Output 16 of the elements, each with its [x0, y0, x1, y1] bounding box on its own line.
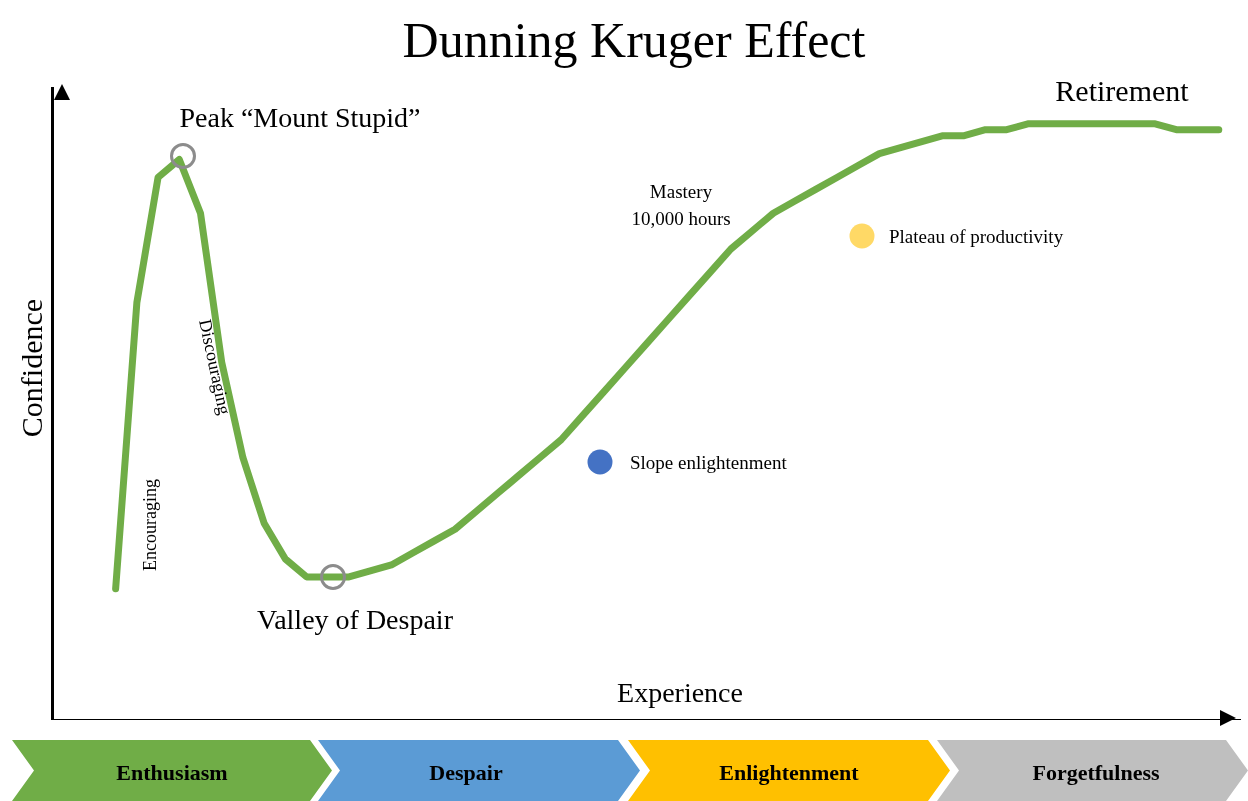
chart-title: Dunning Kruger Effect	[402, 12, 866, 68]
annotation: Slope enlightenment	[630, 451, 787, 473]
annotation: Encouraging	[140, 479, 160, 571]
y-axis-title: Confidence	[15, 298, 48, 438]
annotation: 10,000 hours	[631, 207, 731, 229]
annotation: Plateau of productivity	[889, 225, 1064, 247]
x-axis-title: Experience	[617, 677, 743, 708]
text: Enthusiasm	[116, 760, 228, 785]
annotation: Valley of Despair	[257, 604, 453, 635]
text: Forgetfulness	[1032, 760, 1160, 785]
text: Retirement	[1055, 74, 1189, 107]
annotation: Mastery	[649, 180, 713, 202]
annotation: Discouraging	[195, 317, 235, 417]
text: Despair	[429, 760, 503, 785]
text: Enlightenment	[719, 760, 859, 785]
annotation: Peak “Mount Stupid”	[179, 102, 421, 133]
